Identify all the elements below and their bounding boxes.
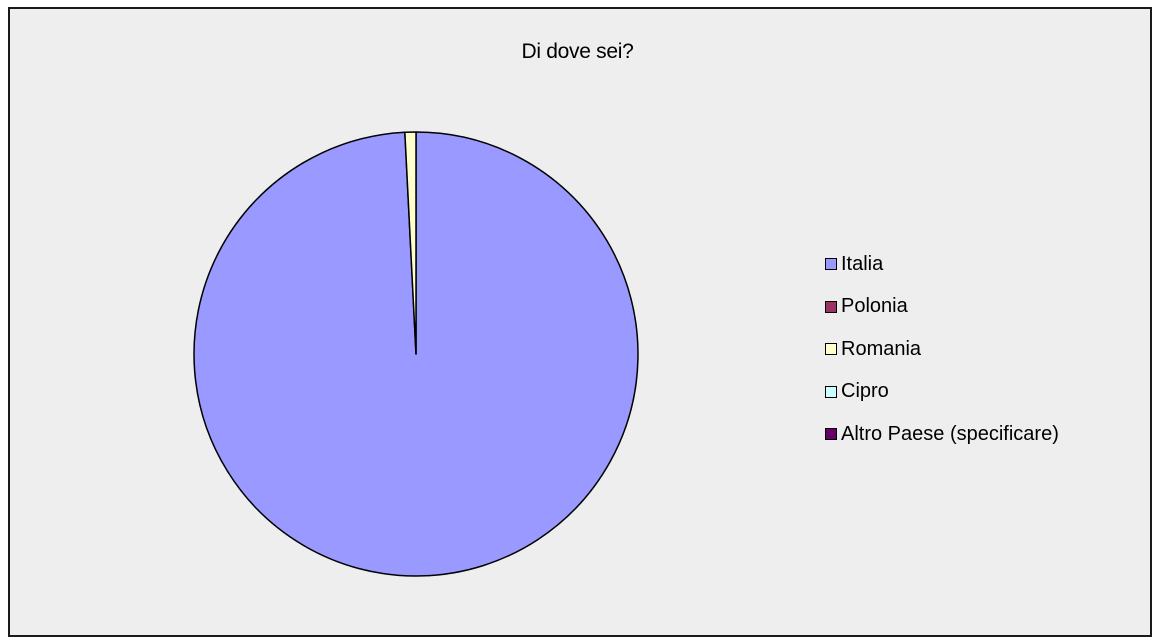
legend-item-polonia: Polonia [825,286,1059,329]
legend-item-romania: Romania [825,328,1059,371]
legend-swatch-italia [825,258,837,271]
legend-item-cipro: Cipro [825,371,1059,414]
legend-swatch-polonia [825,300,837,313]
legend-swatch-cipro [825,385,837,398]
legend-label-altro-paese-specificare: Altro Paese (specificare) [841,422,1059,445]
legend-item-altro-paese-specificare: Altro Paese (specificare) [825,413,1059,456]
legend-label-italia: Italia [841,252,884,275]
chart-title: Di dove sei? [521,40,634,63]
legend-item-italia: Italia [825,243,1059,286]
legend-label-polonia: Polonia [841,295,908,318]
legend-label-cipro: Cipro [841,380,889,403]
pie-slice-romania [404,131,417,355]
legend-label-romania: Romania [841,337,922,360]
chart-legend: Italia Polonia Romania Cipro Altro Paese (sp… [825,243,1059,456]
legend-swatch-altro-paese-specificare [825,428,837,441]
legend-swatch-romania [825,343,837,356]
